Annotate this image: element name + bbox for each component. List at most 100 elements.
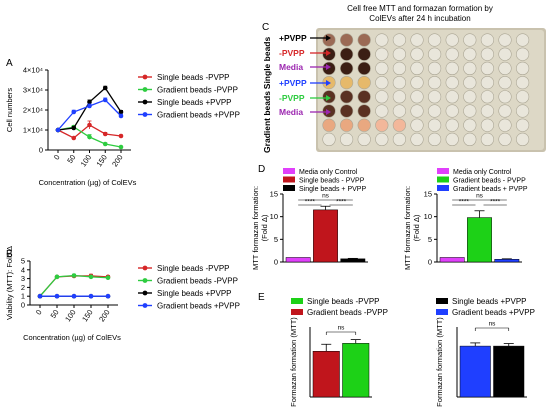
plate-well (357, 75, 371, 90)
panel-d-right: 0 5 10 15 MTT formazan formation: (Fold Δ) ns *… (403, 168, 528, 270)
y-tick-label: 3×10⁴ (23, 86, 43, 95)
legend-swatch (283, 176, 295, 183)
bar (467, 217, 492, 263)
plate-well (340, 104, 354, 118)
plate-well (515, 75, 530, 90)
sig-label-top: ns (322, 193, 330, 200)
data-point (54, 274, 60, 280)
x-tick-label: 50 (65, 153, 77, 165)
plate-well (445, 61, 459, 76)
sig-label: ns (489, 321, 497, 328)
plate-well (445, 75, 459, 90)
legend-swatch (436, 298, 448, 304)
legend-swatch-marker (142, 265, 148, 271)
bar (439, 257, 465, 263)
bar (313, 209, 338, 263)
sig-label-right: **** (490, 199, 501, 206)
legend-label: Single beads -PVPP (157, 264, 230, 273)
plate-well (340, 90, 354, 104)
y-tick-label: 0 (274, 258, 278, 267)
plate-well (340, 33, 354, 47)
plate-well (340, 132, 354, 146)
plate-row-arrowhead (326, 109, 331, 115)
legend-label: Gradient beads +PVPP (452, 308, 535, 317)
plate-well (392, 118, 407, 132)
y-axis-title: (Fold Δ) (412, 214, 421, 241)
x-tick-label: 150 (80, 308, 95, 323)
plate-row-label: +PVPP (279, 33, 307, 43)
panel-letter: B (6, 249, 13, 260)
plate-well (428, 104, 442, 118)
legend-swatch-marker (142, 290, 148, 296)
plate-well (515, 132, 530, 146)
plate-well (498, 132, 512, 146)
plate-well (480, 132, 495, 146)
plate-well (410, 104, 424, 118)
panel-letter: E (258, 292, 265, 303)
plate-well (463, 104, 477, 118)
series-line (39, 275, 109, 297)
data-point (102, 97, 108, 103)
plate-row-label: Media (279, 62, 303, 72)
bar (494, 259, 520, 263)
plate-well (392, 90, 407, 104)
plate-well (515, 118, 530, 132)
plate-well (445, 118, 459, 132)
y-tick-label: 10 (270, 212, 278, 221)
data-point (87, 103, 92, 109)
panel-d-left: 0 5 10 15 MTT formazan formation: (Fold Δ) ns *… (251, 164, 368, 270)
plate-well (392, 132, 407, 146)
plate-well (515, 47, 530, 61)
legend-label: Gradient beads + PVPP (453, 186, 528, 193)
legend-swatch-marker (142, 112, 148, 117)
plate-well (463, 75, 477, 90)
plate-well (410, 61, 424, 76)
legend-swatch (437, 185, 449, 191)
plate-row-label: Media (279, 107, 303, 117)
plate-well (428, 132, 442, 146)
x-tick-label: 200 (110, 153, 125, 168)
legend-swatch-marker (142, 303, 148, 308)
bar (285, 257, 311, 263)
plate-well (428, 75, 442, 90)
plate-well (340, 47, 354, 61)
panel-c-plate-photo: C Cell free MTT and formazan formation by… (262, 4, 546, 153)
plate-well (392, 47, 407, 61)
plate-well (463, 61, 477, 76)
legend-swatch-marker (142, 87, 148, 92)
plate-well (375, 90, 389, 104)
x-axis-title: Concentration (µg) of ColEVs (39, 178, 137, 187)
legend-label: Single beads -PVPP (307, 297, 380, 306)
y-tick-label: 1×10⁴ (23, 126, 43, 135)
y-tick-label: 15 (424, 190, 432, 199)
x-tick-label: 200 (97, 308, 112, 323)
x-tick-label: 100 (79, 153, 94, 168)
legend-label: Gradient beads +PVPP (157, 302, 240, 311)
data-point (102, 85, 108, 91)
legend-label: Gradient beads -PVPP (157, 277, 238, 286)
plate-well (357, 47, 371, 61)
plate-well (375, 75, 389, 90)
legend-swatch (291, 309, 303, 315)
plate-well (480, 104, 495, 118)
plate-well (340, 118, 354, 132)
data-point (87, 99, 92, 105)
plate-well (480, 61, 495, 76)
panel-e-right: Formazan formation (MTT) ns Single beads +… (435, 297, 535, 407)
legend-label: Single beads +PVPP (452, 297, 527, 306)
plate-well (480, 33, 495, 47)
group-label-single: Single beads (262, 37, 272, 90)
plate-well (410, 47, 424, 61)
plate-well (410, 90, 424, 104)
y-axis-title: Viability (MTT): Fold Δ (5, 246, 14, 320)
legend-swatch (283, 168, 295, 174)
plate-well (498, 104, 512, 118)
plate-well (375, 61, 389, 76)
plate-well (357, 104, 371, 118)
bar (342, 343, 370, 398)
plate-well (498, 75, 512, 90)
legend-swatch-marker (142, 74, 148, 80)
plate-well (498, 90, 512, 104)
data-point (88, 274, 94, 280)
bar (459, 345, 491, 398)
